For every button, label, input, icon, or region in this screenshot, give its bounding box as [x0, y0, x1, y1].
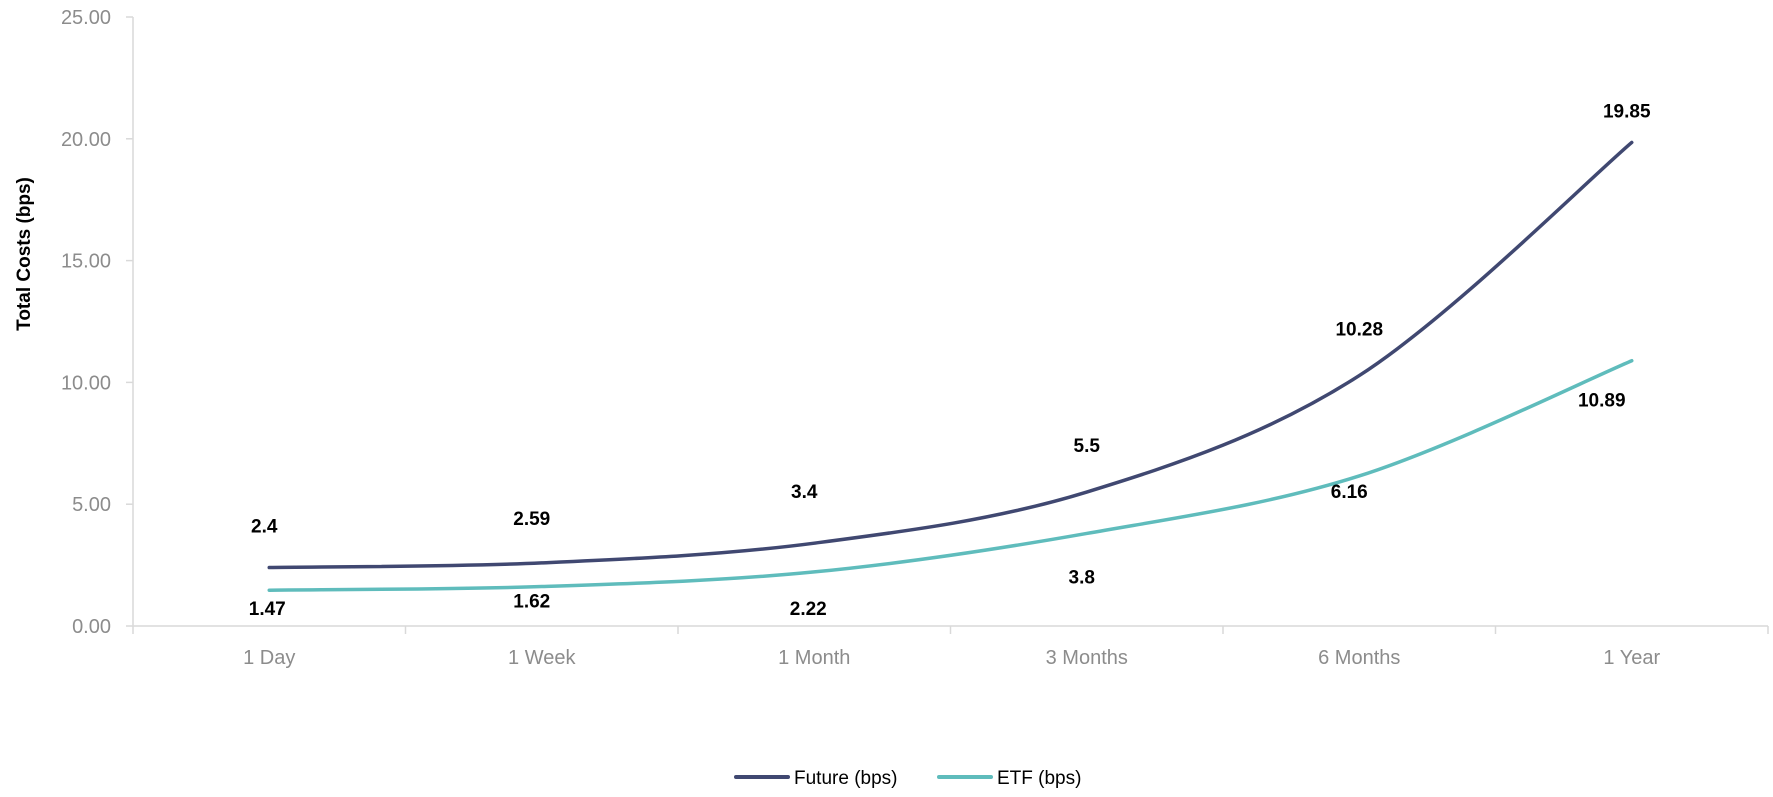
x-tick-label: 3 Months — [1046, 647, 1128, 669]
x-axis-ticks: 1 Day 1 Week 1 Month 3 Months 6 Months 1 Year — [132, 626, 1769, 669]
x-tick-label: 1 Week — [508, 647, 576, 669]
x-tick-label: 6 Months — [1318, 647, 1400, 669]
x-tick-label: 1 Month — [778, 647, 850, 669]
legend: Future (bps) ETF (bps) — [734, 768, 1081, 789]
series-lines — [267, 140, 1634, 592]
legend-item-etf: ETF (bps) — [937, 768, 1081, 789]
data-label: 2.59 — [513, 509, 550, 530]
x-tick-label: 1 Year — [1603, 647, 1660, 669]
data-label: 3.8 — [1069, 567, 1095, 588]
y-axis-ticks: 0.00 5.00 10.00 15.00 20.00 25.00 — [61, 7, 133, 638]
x-tick-label: 1 Day — [243, 647, 295, 669]
y-tick-label: 5.00 — [72, 494, 111, 516]
data-label: 2.4 — [251, 517, 278, 538]
data-label: 10.89 — [1578, 391, 1626, 412]
y-axis-title: Total Costs (bps) — [14, 177, 35, 331]
y-tick-label: 20.00 — [61, 129, 111, 151]
y-tick-label: 15.00 — [61, 251, 111, 273]
data-label: 1.62 — [513, 592, 550, 613]
data-label: 2.22 — [790, 599, 827, 620]
data-label: 10.28 — [1335, 320, 1383, 341]
legend-item-future: Future (bps) — [734, 768, 897, 789]
data-label: 1.47 — [249, 599, 286, 620]
series-line-future — [267, 140, 1634, 570]
legend-label: ETF (bps) — [997, 768, 1081, 789]
y-tick-label: 25.00 — [61, 7, 111, 29]
data-label: 5.5 — [1074, 436, 1101, 457]
series-line-etf — [267, 358, 1634, 592]
legend-label: Future (bps) — [794, 768, 897, 789]
y-tick-label: 0.00 — [72, 616, 111, 638]
data-labels: 2.4 2.59 3.4 5.5 10.28 19.85 1.47 1.62 2.22 3.8 6.… — [249, 101, 1651, 620]
data-label: 3.4 — [791, 482, 818, 503]
y-tick-label: 10.00 — [61, 372, 111, 394]
data-label: 19.85 — [1603, 101, 1651, 122]
data-label: 6.16 — [1331, 482, 1368, 503]
